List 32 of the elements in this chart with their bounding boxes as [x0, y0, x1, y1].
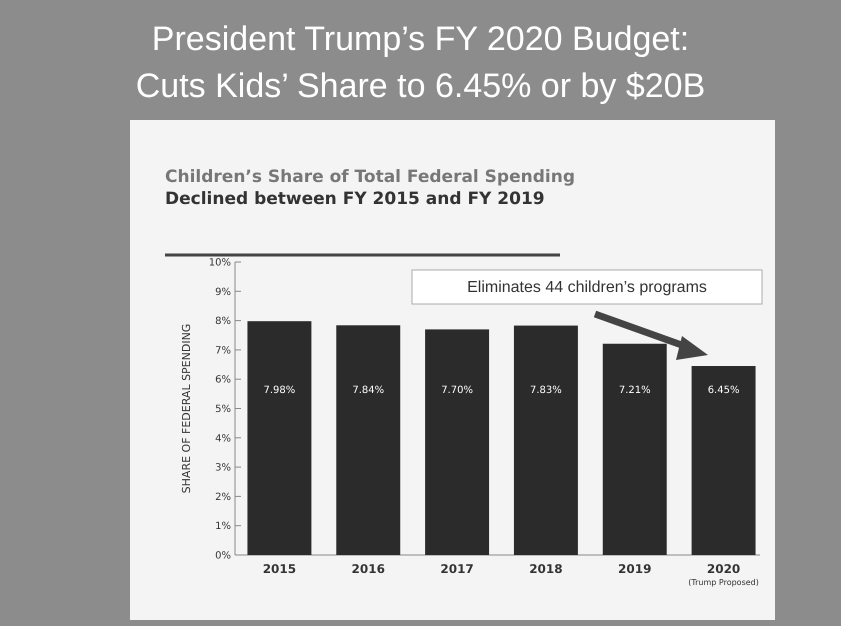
x-tick-label: 2015 — [262, 562, 296, 576]
bar — [692, 366, 756, 555]
y-tick-label: 8% — [215, 316, 231, 328]
y-tick-label: 1% — [215, 521, 231, 532]
x-tick-label: 2019 — [618, 562, 652, 576]
data-label: 7.98% — [264, 385, 296, 396]
y-tick-label: 0% — [215, 550, 231, 562]
data-label: 7.70% — [441, 385, 473, 396]
bar — [247, 321, 312, 555]
y-tick-label: 4% — [215, 433, 231, 444]
y-tick-label: 2% — [215, 492, 231, 503]
x-tick-label: 2018 — [529, 562, 563, 576]
y-tick-label: 10% — [208, 258, 231, 268]
data-label: 7.84% — [352, 385, 384, 396]
annotation: Eliminates 44 children’s programs — [467, 279, 707, 296]
x-tick-label: 2017 — [440, 562, 474, 576]
y-tick-label: 9% — [215, 286, 231, 298]
data-label: 7.21% — [618, 385, 651, 396]
y-tick-label: 7% — [215, 345, 231, 356]
x-tick-label: 2020 (Trump Proposed) — [688, 562, 759, 587]
y-tick-label: 5% — [215, 404, 231, 415]
data-label: 6.45% — [708, 385, 740, 396]
x-tick-label: 2016 — [352, 562, 385, 576]
data-label: 7.83% — [530, 385, 562, 396]
bar — [514, 326, 578, 555]
chart-subtitle: Children’s Share of Total Federal Spending Declined between FY 2015 and FY 2019 — [165, 167, 575, 209]
bar — [336, 325, 400, 555]
y-axis-title: SHARE OF FEDERAL SPENDING — [180, 324, 193, 494]
y-tick-label: 6% — [215, 374, 231, 386]
chart-title: President Trump’s FY 2020 Budget: Cuts Kids’ Share to 6.45% or by $20B — [136, 20, 706, 105]
y-tick-label: 3% — [215, 462, 231, 474]
bar — [425, 329, 490, 555]
